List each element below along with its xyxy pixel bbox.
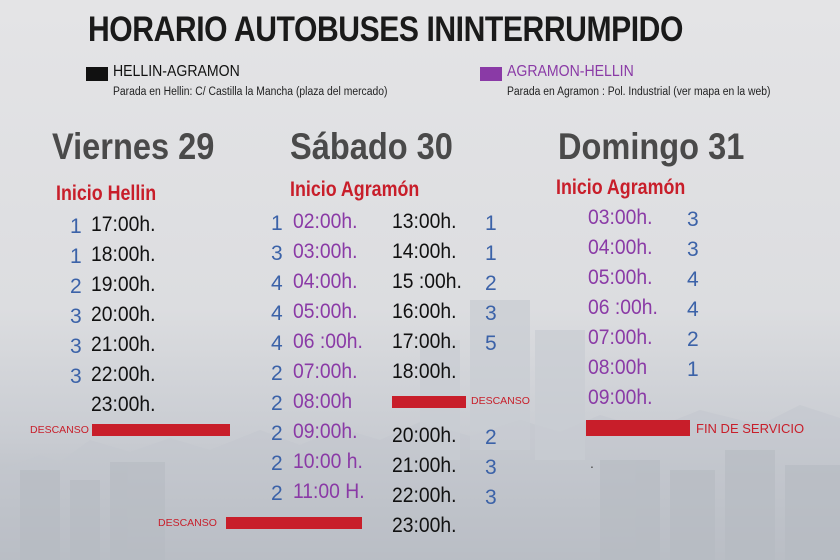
sabado-count: 2 — [271, 362, 283, 385]
viernes-count: 1 — [70, 215, 82, 238]
viernes-time: 22:00h. — [91, 363, 156, 386]
viernes-count: 2 — [70, 275, 82, 298]
sabado-time-2: 18:00h. — [392, 360, 457, 383]
viernes-time: 19:00h. — [91, 273, 156, 296]
route-agramon-hellin-stop: Parada en Agramon : Pol. Industrial (ver… — [507, 86, 771, 98]
domingo-count: 2 — [687, 328, 699, 351]
domingo-time: 03:00h. — [588, 206, 653, 229]
sabado-count-2: 2 — [485, 272, 497, 295]
sabado-time: 07:00h. — [293, 360, 358, 383]
domingo-time: 08:00h — [588, 356, 648, 379]
viernes-count: 3 — [70, 365, 82, 388]
descanso-label: DESCANSO — [158, 517, 217, 529]
viernes-count: 3 — [70, 305, 82, 328]
sabado-time-2: 23:00h. — [392, 514, 457, 537]
viernes-time: 23:00h. — [91, 393, 156, 416]
sabado-count: 1 — [271, 212, 283, 235]
sabado-time-2: 13:00h. — [392, 210, 457, 233]
viernes-time: 18:00h. — [91, 243, 156, 266]
domingo-count: 3 — [687, 208, 699, 231]
domingo-count: 4 — [687, 268, 699, 291]
domingo-time: 07:00h. — [588, 326, 653, 349]
route-hellin-agramon-label: HELLIN-AGRAMON — [113, 63, 240, 80]
sabado-time-2: 15 :00h. — [392, 270, 462, 293]
inicio-domingo: Inicio Agramón — [556, 176, 686, 199]
day-domingo: Domingo 31 — [558, 126, 745, 167]
descanso-label: DESCANSO — [471, 395, 530, 407]
sabado-count-2: 3 — [485, 302, 497, 325]
stray-dot: . — [590, 455, 594, 471]
sabado-time-2: 21:00h. — [392, 454, 457, 477]
route-hellin-agramon-stop: Parada en Hellin: C/ Castilla la Mancha … — [113, 86, 388, 98]
sabado-count-2: 1 — [485, 212, 497, 235]
sabado-time: 06 :00h. — [293, 330, 363, 353]
domingo-time: 06 :00h. — [588, 296, 658, 319]
sabado-time: 05:00h. — [293, 300, 358, 323]
sabado-time: 09:00h. — [293, 420, 358, 443]
sabado-count-2: 2 — [485, 426, 497, 449]
sabado-time: 03:00h. — [293, 240, 358, 263]
fin-servicio-label: FIN DE SERVICIO — [696, 421, 805, 436]
viernes-count: 1 — [70, 245, 82, 268]
sabado-count: 4 — [271, 332, 283, 355]
descanso-bar — [92, 424, 230, 436]
sabado-time-2: 17:00h. — [392, 330, 457, 353]
sabado-time: 11:00 H. — [293, 480, 365, 503]
domingo-count: 3 — [687, 238, 699, 261]
sabado-time: 04:00h. — [293, 270, 358, 293]
page-title: HORARIO AUTOBUSES ININTERRUMPIDO — [88, 10, 683, 49]
sabado-time: 02:00h. — [293, 210, 358, 233]
descanso-bar — [392, 396, 466, 408]
day-viernes: Viernes 29 — [52, 126, 215, 167]
viernes-time: 20:00h. — [91, 303, 156, 326]
sabado-count-2: 3 — [485, 486, 497, 509]
sabado-count: 2 — [271, 452, 283, 475]
route-purple-swatch — [480, 67, 502, 81]
day-sabado: Sábado 30 — [290, 126, 453, 167]
sabado-time-2: 22:00h. — [392, 484, 457, 507]
sabado-count: 3 — [271, 242, 283, 265]
sabado-count: 2 — [271, 422, 283, 445]
sabado-count: 2 — [271, 482, 283, 505]
viernes-time: 17:00h. — [91, 213, 156, 236]
sabado-time-2: 20:00h. — [392, 424, 457, 447]
sabado-count-2: 3 — [485, 456, 497, 479]
inicio-sabado: Inicio Agramón — [290, 178, 420, 201]
sabado-time: 08:00h — [293, 390, 353, 413]
fin-servicio-bar — [586, 420, 690, 436]
descanso-bar — [226, 517, 362, 529]
route-agramon-hellin-label: AGRAMON-HELLIN — [507, 63, 634, 80]
viernes-time: 21:00h. — [91, 333, 156, 356]
domingo-count: 4 — [687, 298, 699, 321]
descanso-label: DESCANSO — [30, 424, 89, 436]
domingo-time: 05:00h. — [588, 266, 653, 289]
domingo-time: 09:00h. — [588, 386, 653, 409]
sabado-count: 4 — [271, 272, 283, 295]
sabado-count: 4 — [271, 302, 283, 325]
inicio-viernes: Inicio Hellin — [56, 182, 157, 205]
sabado-time-2: 16:00h. — [392, 300, 457, 323]
sabado-time-2: 14:00h. — [392, 240, 457, 263]
sabado-count-2: 1 — [485, 242, 497, 265]
domingo-time: 04:00h. — [588, 236, 653, 259]
sabado-count: 2 — [271, 392, 283, 415]
route-black-swatch — [86, 67, 108, 81]
sabado-count-2: 5 — [485, 332, 497, 355]
domingo-count: 1 — [687, 358, 699, 381]
sabado-time: 10:00 h. — [293, 450, 363, 473]
viernes-count: 3 — [70, 335, 82, 358]
